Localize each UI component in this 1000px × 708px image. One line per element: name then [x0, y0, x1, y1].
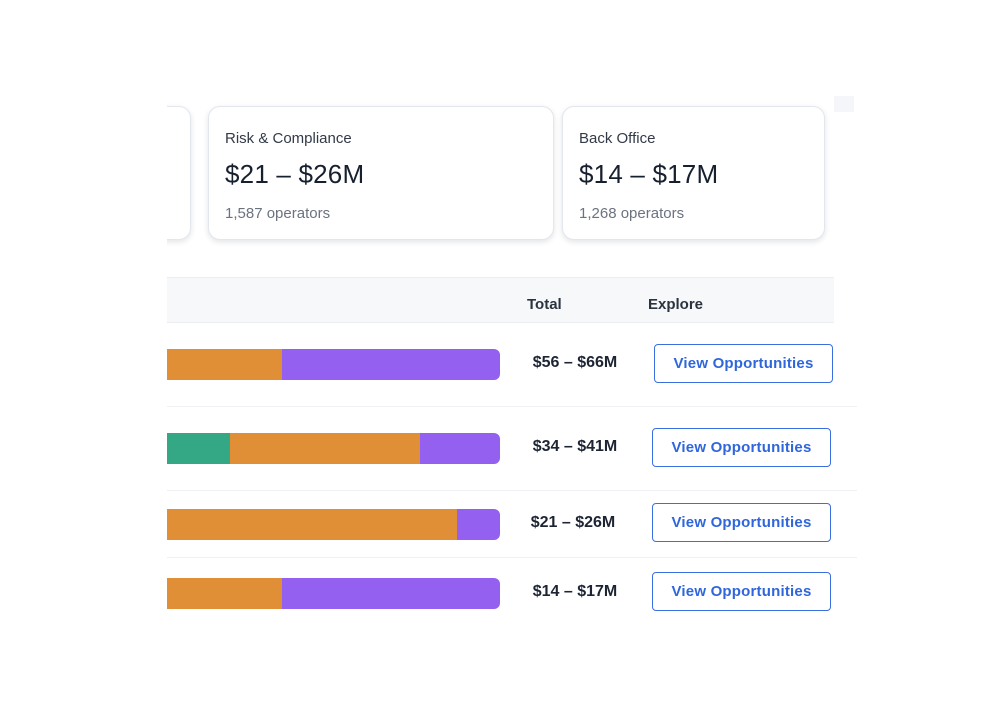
row-total: $14 – $17M: [532, 583, 618, 600]
bar-segment-orange: [167, 349, 283, 380]
row-total: $56 – $66M: [532, 354, 618, 371]
table-row-3-bar: [167, 578, 500, 609]
card-operators: 1,587 operators: [225, 205, 331, 222]
bar-segment-purple: [419, 433, 500, 464]
table-row-0-bar: [167, 349, 500, 380]
faint-edge: [834, 96, 854, 112]
view-opportunities-button[interactable]: View Opportunities: [654, 344, 833, 383]
view-opportunities-button[interactable]: View Opportunities: [652, 572, 831, 611]
bar-segment-green: [167, 433, 231, 464]
bar-segment-purple: [457, 509, 500, 540]
header-explore: Explore: [648, 296, 704, 313]
card-partial: [167, 106, 191, 240]
row-total: $34 – $41M: [532, 438, 618, 455]
card-back-office[interactable]: Back Office $14 – $17M 1,268 operators: [562, 106, 825, 240]
panel-viewport: Risk & Compliance $21 – $26M 1,587 opera…: [167, 90, 857, 630]
table-header: Total Explore: [167, 277, 834, 323]
bar-segment-orange: [167, 509, 458, 540]
row-divider: [167, 406, 857, 407]
view-opportunities-button[interactable]: View Opportunities: [652, 503, 831, 542]
bar-segment-purple: [282, 349, 500, 380]
card-value: $21 – $26M: [225, 159, 365, 189]
card-operators: 1,268 operators: [579, 205, 685, 222]
bar-segment-orange: [230, 433, 420, 464]
card-risk-compliance[interactable]: Risk & Compliance $21 – $26M 1,587 opera…: [208, 106, 554, 240]
row-divider: [167, 557, 857, 558]
row-divider: [167, 490, 857, 491]
card-value: $14 – $17M: [579, 159, 719, 189]
bar-segment-purple: [282, 578, 500, 609]
row-total: $21 – $26M: [530, 514, 616, 531]
view-opportunities-button[interactable]: View Opportunities: [652, 428, 831, 467]
bar-segment-orange: [167, 578, 283, 609]
table-row-2-bar: [167, 509, 500, 540]
header-total: Total: [527, 296, 562, 313]
card-title: Back Office: [579, 130, 656, 147]
card-title: Risk & Compliance: [225, 130, 352, 147]
table-row-1-bar: [167, 433, 500, 464]
